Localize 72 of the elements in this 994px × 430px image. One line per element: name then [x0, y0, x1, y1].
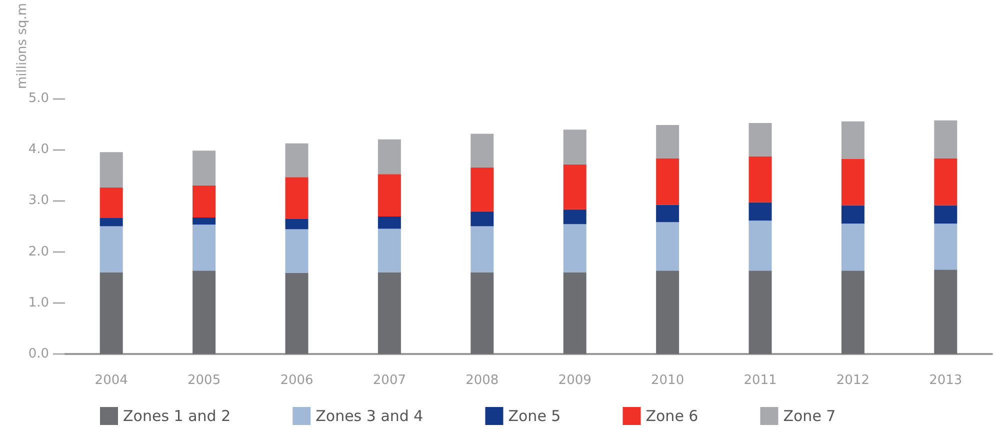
x-tick-label: 2008 [466, 373, 499, 388]
x-tick-label: 2012 [836, 373, 870, 388]
bar [100, 187, 123, 218]
bar [192, 224, 216, 271]
y-tick-label: 5.0 [28, 90, 49, 106]
bar [470, 272, 494, 354]
bar [656, 158, 680, 205]
x-tick-label: 2007 [372, 373, 406, 388]
bar [934, 270, 958, 354]
bar [285, 229, 308, 273]
bar [563, 209, 586, 224]
bar [841, 205, 864, 224]
y-tick-label: 3.0 [28, 193, 49, 208]
x-tick-label: 2009 [558, 373, 592, 388]
bar [470, 167, 494, 212]
bar [841, 158, 864, 206]
bar [285, 272, 308, 354]
bar [563, 130, 586, 164]
bar [100, 218, 123, 226]
legend-label: Zones 3 and 4 [316, 407, 424, 425]
bar [192, 185, 216, 218]
y-tick-label: 0.0 [28, 346, 49, 362]
bar [192, 218, 216, 225]
bar [934, 224, 958, 270]
bar [285, 219, 308, 230]
bar [656, 270, 680, 354]
y-tick-label: 1.0 [28, 295, 49, 310]
bar [656, 204, 680, 222]
y-tick-label: 2.0 [28, 244, 49, 260]
bar [748, 122, 772, 156]
bar [563, 272, 586, 354]
bar [934, 205, 958, 224]
bar [748, 202, 772, 221]
bar [192, 150, 216, 186]
x-tick-label: 2005 [188, 373, 221, 388]
x-tick-label: 2011 [744, 373, 777, 388]
bar [100, 226, 123, 272]
legend-label: Zones 1 and 2 [123, 407, 231, 425]
bar [934, 120, 958, 158]
bar [656, 125, 680, 158]
bar [100, 272, 123, 354]
bar [470, 134, 494, 168]
legend-label: Zone 7 [783, 407, 836, 425]
bar [470, 211, 494, 226]
x-tick-label: 2013 [929, 373, 962, 388]
bar [378, 139, 401, 174]
bar [841, 270, 864, 354]
bar [748, 156, 772, 202]
legend-label: Zone 6 [646, 407, 698, 425]
bar [563, 164, 586, 210]
bar [934, 158, 958, 206]
bar [841, 224, 864, 271]
bar [748, 270, 772, 354]
y-tick-label: 4.0 [28, 142, 49, 158]
bar [285, 143, 308, 178]
x-tick-label: 2006 [280, 373, 314, 388]
legend-label: Zone 5 [508, 407, 561, 425]
bar [841, 121, 864, 159]
x-tick-label: 2010 [651, 373, 684, 388]
bar [378, 174, 401, 217]
bar [285, 177, 308, 220]
bar [100, 152, 123, 188]
bar [378, 228, 401, 272]
bar [192, 270, 216, 354]
y-axis-title: millions sq.m [15, 3, 30, 90]
bar [656, 222, 680, 271]
bar [378, 272, 401, 354]
x-tick-label: 2004 [94, 373, 128, 388]
bar [378, 216, 401, 229]
bar [748, 220, 772, 271]
bar [470, 226, 494, 272]
bar [563, 224, 586, 272]
